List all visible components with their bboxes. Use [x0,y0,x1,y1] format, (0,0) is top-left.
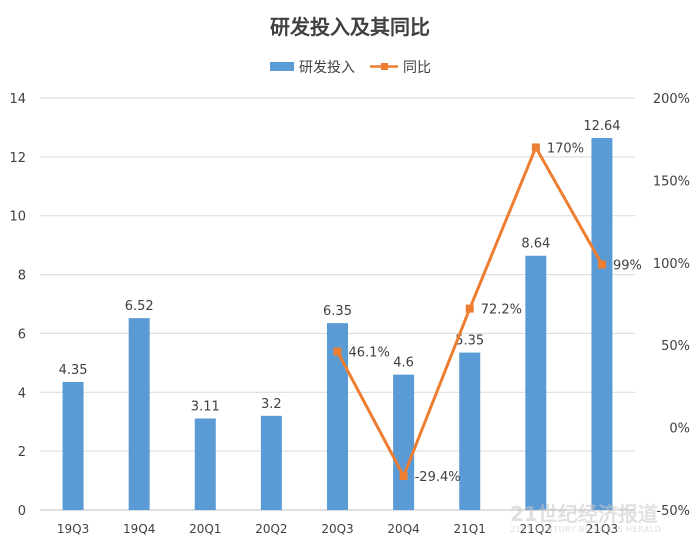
bar [327,323,348,510]
x-tick-label: 21Q1 [454,522,486,536]
y-left-tick-label: 4 [18,386,26,401]
y-right-tick-label: 150% [653,174,690,189]
legend-marker-line [381,63,388,70]
line-data-label: 46.1% [349,346,390,361]
line-data-label: 72.2% [481,303,522,318]
x-tick-label: 21Q2 [520,522,552,536]
bar [393,374,415,510]
y-left-tick-label: 0 [18,504,26,519]
bar [525,255,547,510]
y-left-tick-label: 6 [18,327,26,342]
y-axis-right: -50% 0% 50% 100% 150% 200% [653,92,690,519]
bar [459,352,481,510]
x-tick-label: 19Q4 [123,522,155,536]
line-point [465,304,474,313]
bar-data-label: 12.64 [583,119,620,134]
y-left-tick-label: 10 [9,210,26,225]
bar [62,381,84,510]
watermark-main: 21世纪经济报道 [510,502,658,526]
x-axis: 19Q3 19Q4 20Q1 20Q2 20Q3 20Q4 21Q1 21Q2 21Q3 [57,522,618,536]
y-right-tick-label: 200% [653,92,690,107]
line-point [399,472,408,481]
legend-swatch-bar [270,62,294,71]
line-series: 46.1% -29.4% 72.2% 170% 99% [333,141,642,485]
line-point [531,143,540,152]
bar-series: 4.35 6.52 3.11 3.2 6.35 4.6 5.35 8.64 12.64 [59,119,621,510]
bar-data-label: 3.2 [261,397,282,412]
legend-label-bar: 研发投入 [299,60,355,76]
line-data-label: 99% [613,258,642,273]
y-left-tick-label: 8 [18,269,26,284]
x-tick-label: 20Q4 [387,522,419,536]
legend: 研发投入 同比 [270,60,431,76]
bar-data-label: 4.6 [393,356,414,371]
chart-title: 研发投入及其同比 [270,15,430,39]
watermark: 21世纪经济报道 21ST CENTURY BUSINESS HERALD [510,502,661,534]
x-tick-label: 21Q3 [586,522,618,536]
y-right-tick-label: 0% [669,422,690,437]
bar [194,418,216,510]
line-data-label: 170% [547,141,584,156]
bar-data-label: 4.35 [59,363,88,378]
bar [128,318,150,510]
y-left-tick-label: 12 [9,151,26,166]
x-tick-label: 20Q1 [189,522,221,536]
bar-data-label: 6.52 [125,299,154,314]
y-axis-left: 0 2 4 6 8 10 12 14 [9,92,26,519]
y-right-tick-label: 100% [653,257,690,272]
bar-data-label: 6.35 [323,304,352,319]
y-right-tick-label: 50% [661,339,690,354]
x-tick-label: 20Q3 [321,522,353,536]
bar [591,138,613,510]
legend-label-line: 同比 [403,60,431,76]
x-tick-label: 19Q3 [57,522,89,536]
line-point [597,260,606,269]
bar-data-label: 8.64 [521,237,550,252]
y-right-tick-label: -50% [656,504,690,519]
watermark-sub: 21ST CENTURY BUSINESS HERALD [510,525,661,534]
line-data-label: -29.4% [415,470,461,485]
bar-data-label: 5.35 [455,334,484,349]
bar-data-label: 3.11 [191,399,220,414]
y-left-tick-label: 2 [18,445,26,460]
bar [260,415,282,510]
x-tick-label: 20Q2 [255,522,287,536]
line-point [333,347,342,356]
y-left-tick-label: 14 [9,92,26,107]
